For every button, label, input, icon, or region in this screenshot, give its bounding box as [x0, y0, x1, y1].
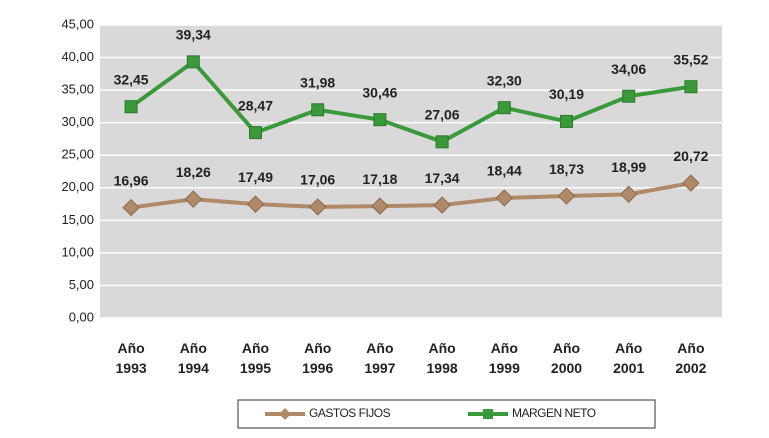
- y-tick-label: 20,00: [61, 179, 94, 194]
- y-tick-label: 40,00: [61, 49, 94, 64]
- x-tick-label: Año 1997: [364, 340, 396, 376]
- data-label: 32,30: [487, 72, 522, 88]
- x-tick-label: Año 2002: [675, 340, 707, 376]
- data-label: 17,18: [362, 171, 397, 187]
- data-label: 16,96: [114, 172, 149, 188]
- x-tick-label: Año 2000: [550, 340, 583, 376]
- data-label: 31,98: [300, 74, 335, 90]
- marker: [619, 185, 638, 204]
- legend-box: [237, 399, 656, 429]
- data-label: 17,06: [300, 172, 335, 188]
- data-label: 28,47: [238, 97, 273, 113]
- x-tick-label: Año 1993: [115, 340, 147, 376]
- marker: [124, 100, 138, 114]
- marker: [433, 196, 451, 214]
- data-label: 18,73: [549, 161, 584, 177]
- data-label: 27,06: [425, 107, 460, 123]
- x-tick-label: Año 1998: [426, 340, 458, 376]
- data-label: 35,52: [673, 51, 708, 67]
- data-label: 30,46: [362, 84, 397, 100]
- marker: [557, 187, 576, 205]
- marker: [373, 113, 387, 127]
- series-line: [129, 59, 692, 144]
- legend-label: MARGEN NETO: [512, 406, 596, 420]
- marker: [497, 101, 511, 115]
- marker: [684, 80, 698, 94]
- marker: [122, 198, 140, 217]
- marker: [311, 103, 325, 117]
- y-tick-label: 15,00: [61, 212, 94, 227]
- data-label: 17,34: [425, 170, 460, 186]
- data-label: 20,72: [673, 148, 708, 164]
- y-tick-label: 5,00: [69, 277, 94, 292]
- marker: [249, 126, 262, 140]
- legend-marker: [483, 409, 493, 419]
- marker: [186, 55, 200, 69]
- data-label: 18,44: [487, 163, 522, 179]
- data-label: 32,45: [114, 71, 149, 87]
- y-tick-label: 25,00: [61, 147, 94, 162]
- marker: [435, 135, 449, 149]
- data-label: 34,06: [611, 61, 646, 77]
- x-tick-label: Año 1996: [302, 340, 334, 376]
- marker: [184, 190, 203, 208]
- x-tick-label: Año 2001: [613, 340, 645, 376]
- y-tick-label: 30,00: [61, 114, 94, 129]
- marker: [308, 198, 327, 216]
- legend-marker: [279, 408, 291, 420]
- data-label: 39,34: [176, 27, 211, 43]
- series-line: [130, 181, 692, 210]
- marker: [246, 195, 265, 213]
- y-tick-label: 10,00: [61, 244, 94, 259]
- y-tick-label: 45,00: [61, 16, 94, 31]
- data-label: 30,19: [549, 86, 584, 102]
- marker: [622, 89, 636, 103]
- data-label: 18,99: [611, 159, 646, 175]
- y-tick-label: 35,00: [61, 82, 94, 97]
- y-tick-label: 0,00: [69, 309, 94, 324]
- marker: [371, 197, 389, 215]
- legend-label: GASTOS FIJOS: [309, 406, 391, 420]
- marker: [682, 174, 700, 192]
- x-tick-label: Año 1999: [488, 340, 520, 376]
- data-label: 18,26: [176, 164, 211, 180]
- x-tick-label: Año 1995: [239, 340, 272, 376]
- marker: [560, 114, 573, 128]
- data-label: 17,49: [238, 169, 273, 185]
- x-tick-label: Año 1994: [177, 340, 209, 376]
- marker: [495, 189, 514, 207]
